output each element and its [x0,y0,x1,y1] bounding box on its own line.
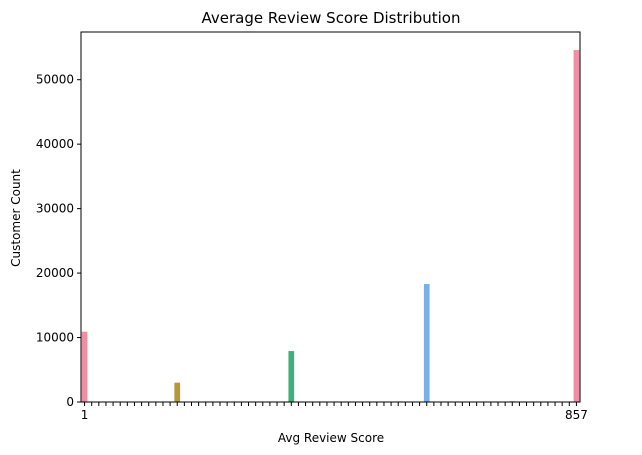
y-tick-label: 10000 [36,331,74,345]
y-tick-label: 30000 [36,202,74,216]
y-tick-label: 20000 [36,266,74,280]
y-tick-label: 50000 [36,73,74,87]
x-axis-label: Avg Review Score [278,431,384,445]
plot-frame [80,31,581,403]
x-tick-label: 1 [81,408,89,422]
x-tick-label: 857 [565,408,588,422]
y-tick-label: 0 [66,395,74,409]
chart-title: Average Review Score Distribution [202,9,461,27]
bar [174,382,181,402]
y-tick-label: 40000 [36,137,74,151]
bar [573,50,580,403]
y-axis-label: Customer Count [9,169,23,267]
bar [81,331,88,402]
bar [423,284,430,402]
bar [288,351,295,402]
plot-area: 0 10000 20000 30000 40000 50000 1 857 [36,31,588,422]
